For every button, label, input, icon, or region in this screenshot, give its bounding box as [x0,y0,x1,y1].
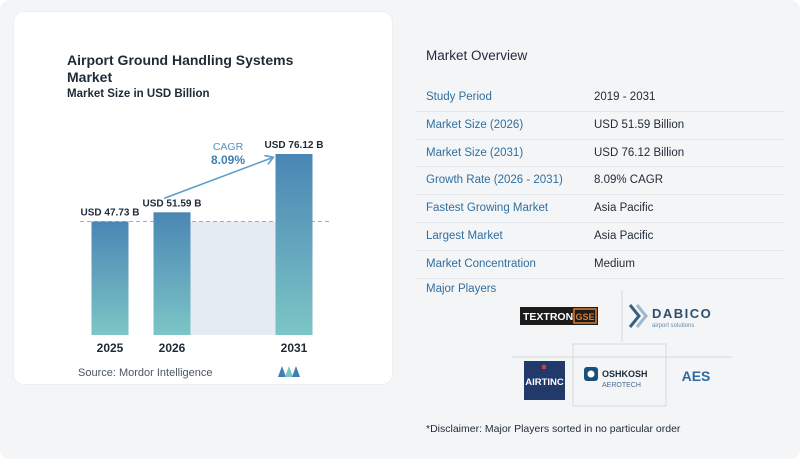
mordor-logo-icon [278,366,300,377]
row-label: Study Period [426,91,492,103]
overview-row: Growth Rate (2026 - 2031) 8.09% CAGR [416,167,784,196]
row-value: Asia Pacific [594,229,654,242]
cagr-label: CAGR [213,141,244,153]
data-label: USD 76.12 B [265,140,324,151]
x-tick-label: 2031 [281,341,308,355]
row-value: USD 76.12 Billion [594,146,685,159]
svg-text:AEROTECH: AEROTECH [602,382,641,389]
cagr-value: 8.09% [211,153,245,167]
row-value: Medium [594,257,635,270]
svg-text:OSHKOSH: OSHKOSH [602,369,648,379]
x-tick-label: 2026 [159,341,186,355]
overview-row: Largest Market Asia Pacific [416,223,784,251]
row-value: 8.09% CAGR [594,174,664,187]
disclaimer-note: *Disclaimer: Major Players sorted in no … [426,423,681,435]
row-label: Growth Rate (2026 - 2031) [426,174,563,187]
overview-row: Market Concentration Medium [416,251,784,279]
x-tick-label: 2025 [97,341,124,355]
bar-2025 [91,221,129,335]
overview-row: Study Period 2019 - 2031 [416,84,784,112]
row-label: Largest Market [426,229,503,242]
overview-row: Fastest Growing Market Asia Pacific [416,195,784,223]
oshkosh-aerotech-logo: OSHKOSH AEROTECH [584,367,648,389]
textron-gse-logo: TEXTRON GSE [520,307,598,325]
svg-text:TEXTRON: TEXTRON [523,311,573,323]
svg-text:AIRTINC: AIRTINC [525,377,564,388]
row-label: Market Size (2031) [426,146,524,159]
data-label: USD 51.59 B [143,198,202,209]
cagr-shade-area [190,221,276,335]
row-value: USD 51.59 Billion [594,118,685,131]
overview-row: Market Size (2031) USD 76.12 Billion [416,140,784,168]
bar-2031 [275,154,313,335]
chart-title: Airport Ground Handling Systems Market [67,52,294,85]
dabico-logo: DABICO airport solutions [628,304,712,329]
row-value: Asia Pacific [594,202,654,215]
overview-title: Market Overview [426,48,528,63]
row-value: 2019 - 2031 [594,91,656,103]
major-players-grid: TEXTRON GSE DABICO airport solutions AIR… [512,290,732,407]
airtinc-logo: AIRTINC [524,361,565,400]
svg-text:AES: AES [682,368,711,384]
market-overview-panel: Market Overview Study Period 2019 - 2031… [416,0,800,459]
bar-2026 [153,212,191,335]
svg-text:airport solutions: airport solutions [652,323,694,329]
bar-chart: USD 47.73 B 2025 USD 51.59 B 2026 USD 76.12 … [80,140,330,355]
svg-text:DABICO: DABICO [652,306,712,321]
overview-row: Market Size (2026) USD 51.59 Billion [416,112,784,140]
overview-table: Study Period 2019 - 2031 Market Size (20… [416,84,784,279]
row-label: Fastest Growing Market [426,202,549,215]
row-label: Market Concentration [426,257,536,270]
svg-text:GSE: GSE [575,312,594,322]
source-note: Source: Mordor Intelligence [78,367,213,379]
chart-subtitle: Market Size in USD Billion [67,88,210,100]
row-label: Market Size (2026) [426,118,524,131]
aes-logo: AES [682,368,711,384]
major-players-title: Major Players [426,283,497,295]
cagr-arrow [163,158,272,200]
data-label: USD 47.73 B [81,208,140,219]
